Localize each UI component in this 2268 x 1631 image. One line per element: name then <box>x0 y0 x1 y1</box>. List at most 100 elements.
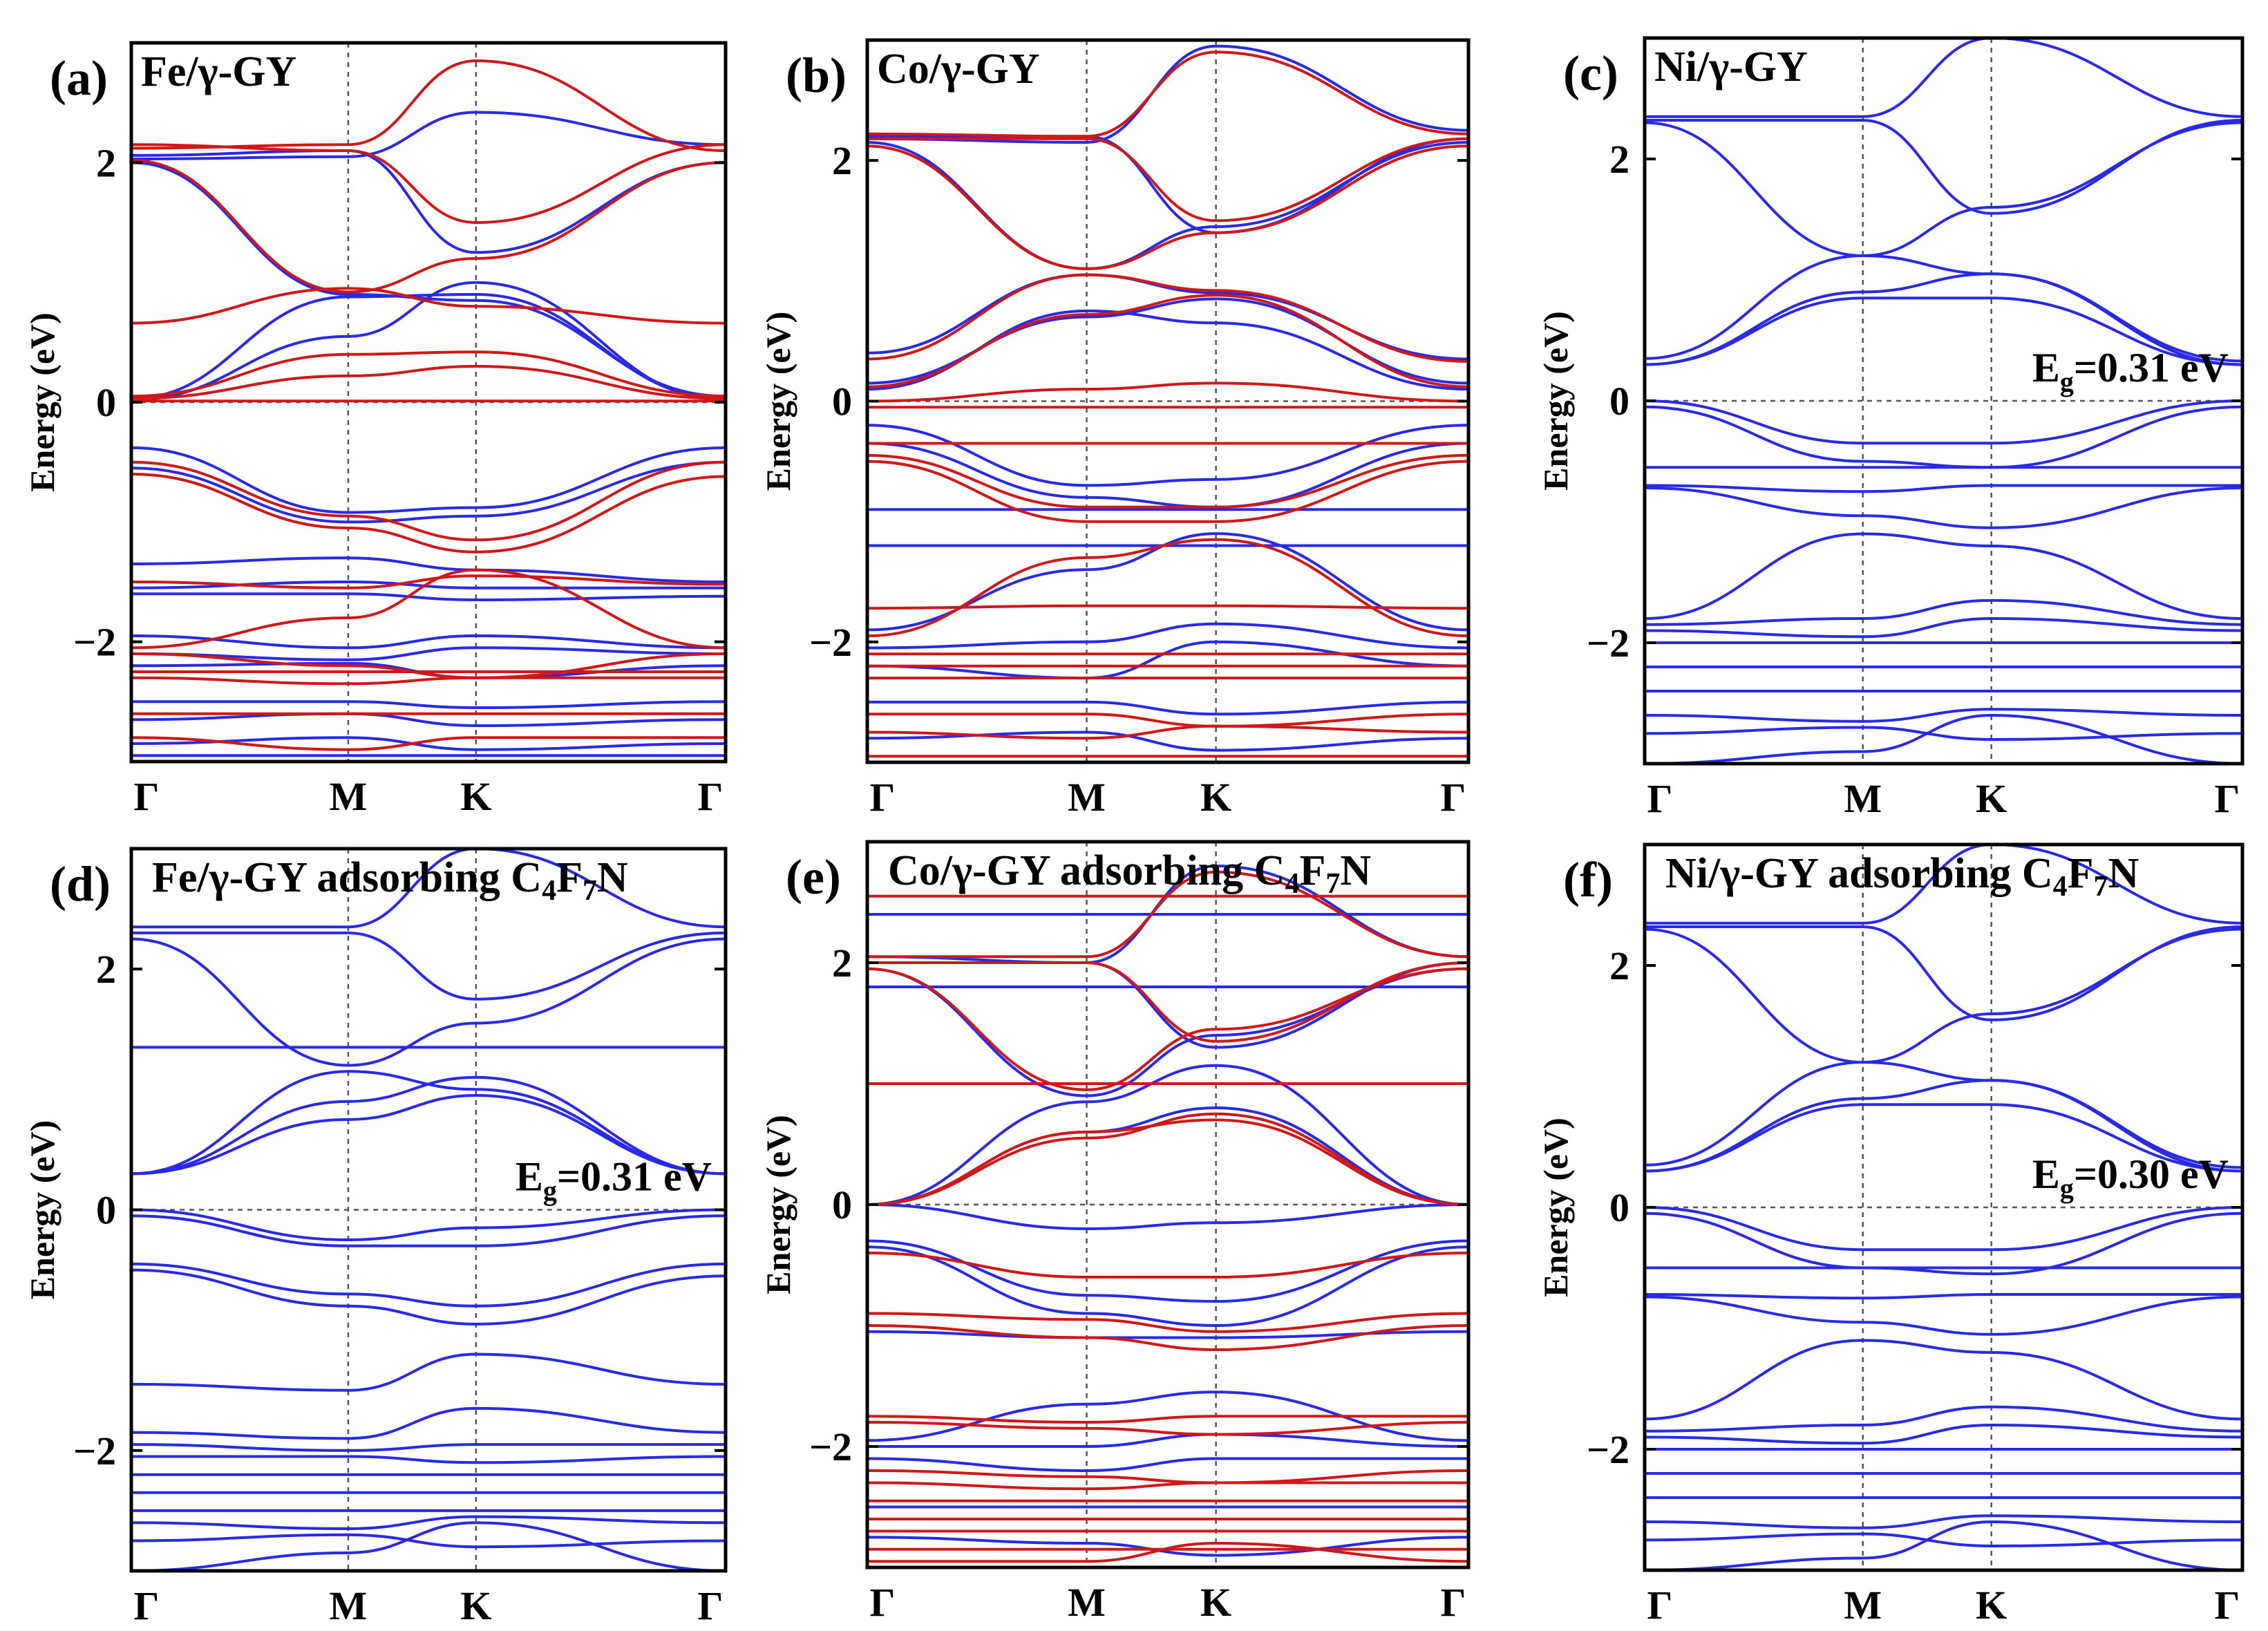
y-tick-label: 0 <box>832 1182 852 1227</box>
band-blue-9 <box>867 1245 1468 1328</box>
band-blue-13 <box>131 1443 726 1452</box>
band-red-0 <box>867 50 1468 138</box>
band-blue-17 <box>1645 1514 2242 1529</box>
bands <box>867 864 1468 1563</box>
band-blue-4 <box>1645 1079 2242 1173</box>
y-tick-label: 0 <box>1609 1185 1629 1230</box>
band-red-2 <box>131 158 726 294</box>
bands <box>1645 845 2242 1570</box>
guide-lines <box>1645 38 2242 764</box>
band-blue-5 <box>131 1075 726 1176</box>
band-red-1 <box>867 137 1468 223</box>
x-tick-label-1: M <box>1844 776 1882 821</box>
panel-c: 2 0 −2 Energy (eV) Γ M K Γ (c) Ni/γ-GY Eg=0.31 eV <box>1536 36 2245 821</box>
band-blue-6 <box>1645 1206 2242 1252</box>
band-blue-0 <box>1645 845 2242 925</box>
band-blue-7 <box>131 556 726 583</box>
panel-letter: (c) <box>1563 46 1618 101</box>
bands <box>867 44 1468 758</box>
band-blue-9 <box>1645 484 2242 493</box>
band-red-4 <box>867 294 1468 388</box>
band-blue-6 <box>867 424 1468 487</box>
bands <box>131 849 726 1571</box>
band-blue-6 <box>131 460 726 524</box>
band-blue-17 <box>1645 708 2242 723</box>
guide-lines <box>1645 845 2242 1570</box>
band-blue-19 <box>131 1533 726 1549</box>
panel-letter: (d) <box>50 856 111 912</box>
panel-letter: (b) <box>786 48 847 103</box>
band-red-11 <box>867 1421 1468 1436</box>
band-blue-3 <box>131 292 726 400</box>
band-red-5 <box>867 1112 1468 1206</box>
band-red-1 <box>867 870 1468 959</box>
bands <box>1645 38 2242 764</box>
band-gap-label: Eg=0.31 eV <box>516 1154 712 1207</box>
y-tick-label: 2 <box>832 941 852 986</box>
band-blue-12 <box>1645 598 2242 626</box>
band-blue-2 <box>867 961 1468 1049</box>
panel-letter: (a) <box>50 50 108 106</box>
y-tick-label: 0 <box>96 1188 116 1233</box>
band-blue-1 <box>131 931 726 1001</box>
band-blue-19 <box>1645 713 2242 764</box>
band-blue-18 <box>1645 726 2242 742</box>
band-gap-label: Eg=0.31 eV <box>2032 345 2229 397</box>
band-blue-13 <box>867 700 1468 716</box>
band-blue-12 <box>131 1406 726 1440</box>
y-tick-label: −2 <box>809 1424 852 1469</box>
band-blue-10 <box>867 532 1468 632</box>
band-blue-11 <box>867 622 1468 650</box>
band-blue-9 <box>131 1262 726 1308</box>
x-tick-label-3: Γ <box>2215 1583 2240 1628</box>
panel-title: Co/γ-GY adsorbing C4F7N <box>888 847 1371 900</box>
x-tick-label-2: K <box>1976 1583 2007 1628</box>
band-blue-3 <box>1645 254 2242 363</box>
band-blue-2 <box>867 141 1468 270</box>
band-red-2 <box>867 961 1468 1043</box>
band-blue-2 <box>1645 121 2242 258</box>
panel-title: Fe/γ-GY adsorbing C4F7N <box>152 854 628 907</box>
y-axis-label: Energy (eV) <box>1536 311 1575 491</box>
band-red-7 <box>867 1252 1468 1279</box>
band-red-8 <box>867 1312 1468 1333</box>
band-red-12 <box>867 1469 1468 1484</box>
panel-title: Fe/γ-GY <box>141 48 296 95</box>
band-red-5 <box>867 381 1468 403</box>
band-blue-19 <box>1645 1520 2242 1570</box>
band-red-3 <box>867 273 1468 363</box>
band-blue-12 <box>867 640 1468 680</box>
band-blue-7 <box>1645 1212 2242 1276</box>
band-blue-11 <box>1645 1339 2242 1421</box>
band-red-0 <box>131 143 726 225</box>
band-blue-0 <box>1645 38 2242 118</box>
guide-lines <box>131 849 726 1571</box>
y-axis-label: Energy (eV) <box>23 1120 62 1300</box>
band-blue-15 <box>131 736 726 751</box>
band-blue-7 <box>867 442 1468 509</box>
band-red-13 <box>131 676 726 686</box>
x-tick-label-3: Γ <box>2215 776 2240 821</box>
band-blue-11 <box>1645 532 2242 620</box>
x-tick-label-1: M <box>1068 1580 1106 1625</box>
band-red-5 <box>131 364 726 400</box>
x-tick-label-2: K <box>460 774 491 819</box>
band-red-15 <box>131 736 726 751</box>
band-red-9 <box>867 460 1468 523</box>
y-axis-label: Energy (eV) <box>759 312 797 491</box>
band-red-8 <box>131 473 726 554</box>
band-blue-2 <box>1645 927 2242 1064</box>
y-axis-label: Energy (eV) <box>1536 1118 1575 1297</box>
band-blue-12 <box>867 1433 1468 1449</box>
band-red-15 <box>867 713 1468 728</box>
band-blue-12 <box>1645 1405 2242 1433</box>
x-tick-label-2: K <box>1200 775 1231 820</box>
band-blue-2 <box>131 161 726 398</box>
band-blue-6 <box>131 1093 726 1176</box>
band-red-10 <box>867 1415 1468 1424</box>
band-red-18 <box>867 1541 1468 1563</box>
x-tick-label-3: Γ <box>1441 1580 1466 1625</box>
band-red-10 <box>131 568 726 650</box>
panel-e: 2 0 −2 Energy (eV) Γ M K Γ (e) Co/γ-GY adsorbing … <box>759 840 1471 1625</box>
panel-f: 2 0 −2 Energy (eV) Γ M K Γ (f) Ni/γ-GY adsorbing … <box>1536 842 2245 1628</box>
